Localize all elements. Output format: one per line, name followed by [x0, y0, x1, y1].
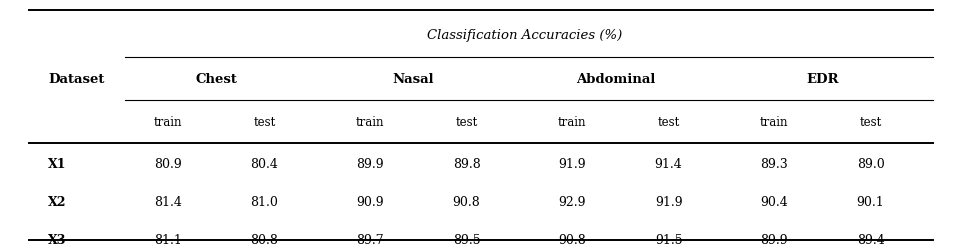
- Text: 80.9: 80.9: [155, 158, 182, 171]
- Text: 91.9: 91.9: [558, 158, 585, 171]
- Text: 91.9: 91.9: [654, 196, 681, 209]
- Text: 89.5: 89.5: [453, 234, 480, 244]
- Text: Classification Accuracies (%): Classification Accuracies (%): [427, 29, 621, 42]
- Text: test: test: [656, 115, 679, 129]
- Text: Chest: Chest: [195, 73, 237, 86]
- Text: 89.9: 89.9: [357, 158, 383, 171]
- Text: 91.5: 91.5: [654, 234, 681, 244]
- Text: X1: X1: [48, 158, 66, 171]
- Text: test: test: [858, 115, 881, 129]
- Text: test: test: [253, 115, 276, 129]
- Text: 89.7: 89.7: [357, 234, 383, 244]
- Text: 89.0: 89.0: [856, 158, 883, 171]
- Text: 89.9: 89.9: [760, 234, 787, 244]
- Text: train: train: [557, 115, 586, 129]
- Text: Nasal: Nasal: [392, 73, 434, 86]
- Text: 81.4: 81.4: [155, 196, 182, 209]
- Text: 90.8: 90.8: [453, 196, 480, 209]
- Text: EDR: EDR: [805, 73, 838, 86]
- Text: 92.9: 92.9: [558, 196, 585, 209]
- Text: 80.8: 80.8: [251, 234, 278, 244]
- Text: Abdominal: Abdominal: [576, 73, 654, 86]
- Text: 89.4: 89.4: [856, 234, 883, 244]
- Text: 90.4: 90.4: [760, 196, 787, 209]
- Text: 89.8: 89.8: [453, 158, 480, 171]
- Text: 90.8: 90.8: [558, 234, 585, 244]
- Text: train: train: [154, 115, 183, 129]
- Text: X2: X2: [48, 196, 66, 209]
- Text: 89.3: 89.3: [760, 158, 787, 171]
- Text: 81.0: 81.0: [251, 196, 278, 209]
- Text: 80.4: 80.4: [251, 158, 278, 171]
- Text: test: test: [455, 115, 478, 129]
- Text: X3: X3: [48, 234, 66, 244]
- Text: Dataset: Dataset: [48, 73, 105, 86]
- Text: train: train: [356, 115, 384, 129]
- Text: 90.9: 90.9: [357, 196, 383, 209]
- Text: 90.1: 90.1: [856, 196, 883, 209]
- Text: 81.1: 81.1: [155, 234, 182, 244]
- Text: 91.4: 91.4: [654, 158, 681, 171]
- Text: train: train: [759, 115, 788, 129]
